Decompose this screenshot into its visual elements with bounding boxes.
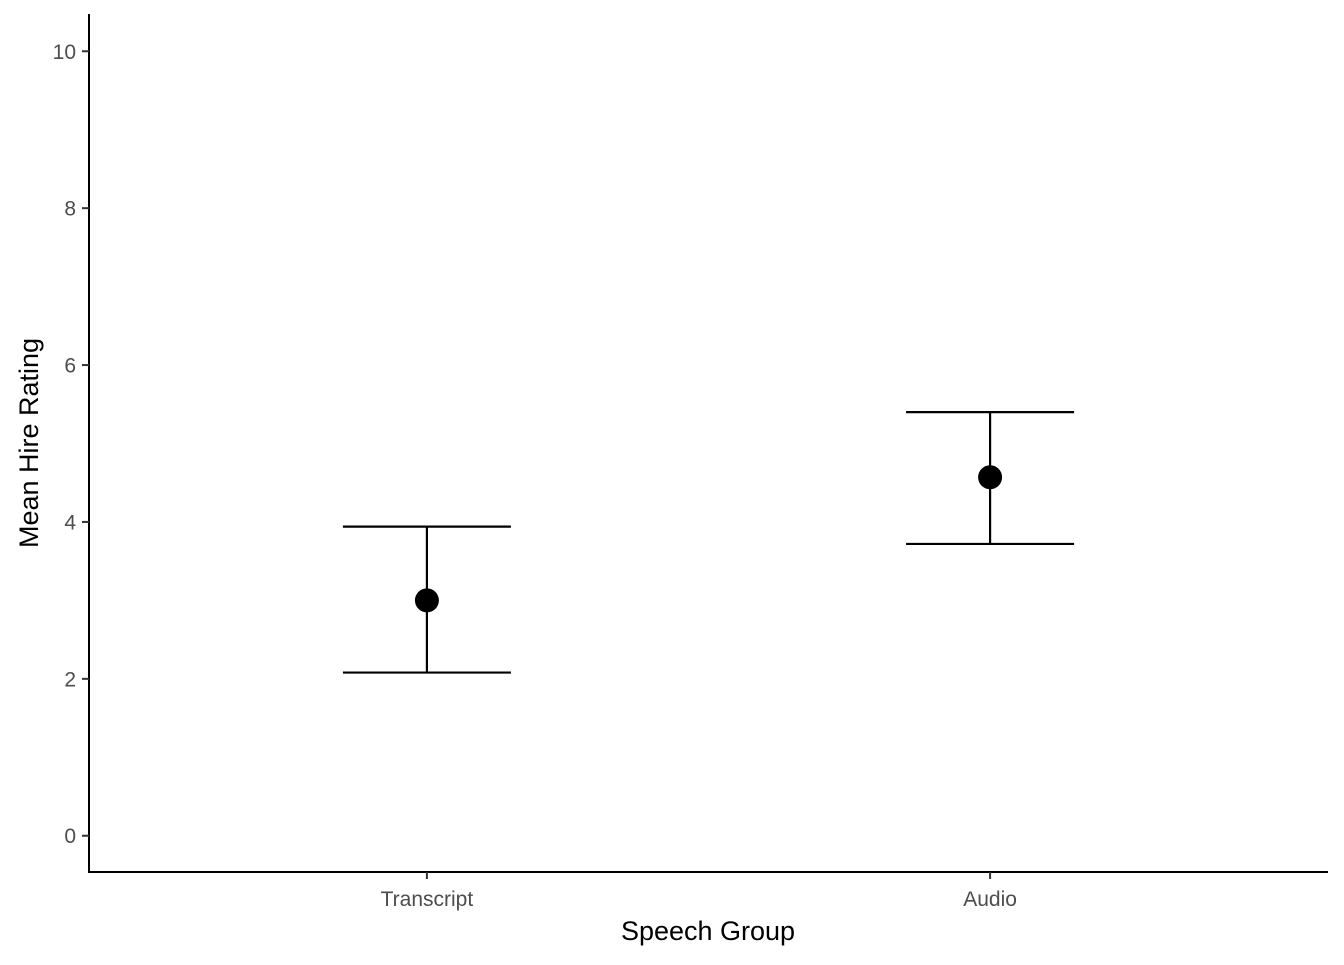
y-tick-label: 10 [53, 41, 76, 64]
axes-group [88, 14, 1328, 873]
y-tick-label: 8 [64, 198, 76, 221]
marks-group [342, 411, 1075, 674]
y-ticks-group: 0 2 4 6 8 10 [53, 41, 89, 848]
mean-point [978, 465, 1003, 490]
x-axis-title: Speech Group [621, 916, 795, 946]
y-axis-title: Mean Hire Rating [14, 338, 44, 548]
y-tick-label: 2 [64, 668, 76, 691]
x-tick-label: Audio [963, 888, 1017, 911]
mean-point [414, 588, 439, 613]
y-tick-label: 0 [64, 825, 76, 848]
y-tick-label: 6 [64, 355, 76, 378]
x-tick-label: Transcript [381, 888, 474, 911]
y-tick-label: 4 [64, 511, 76, 534]
x-ticks-group: Transcript Audio [381, 872, 1017, 911]
